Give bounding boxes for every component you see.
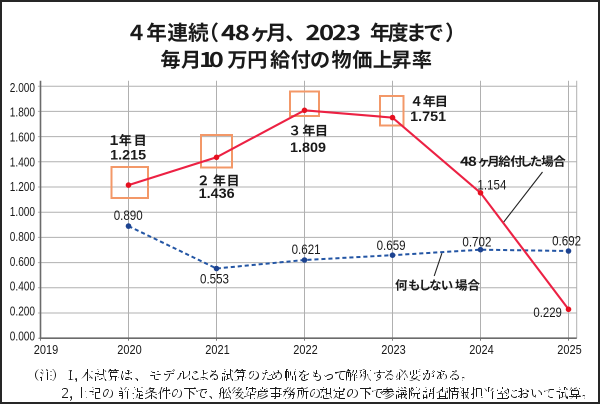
svg-text:2025: 2025 — [557, 342, 581, 357]
svg-text:2022: 2022 — [293, 342, 317, 357]
svg-text:0.553: 0.553 — [200, 271, 229, 286]
svg-text:1.751: 1.751 — [410, 109, 446, 125]
svg-text:1.400: 1.400 — [10, 154, 35, 169]
svg-text:2021: 2021 — [205, 342, 229, 357]
svg-text:2019: 2019 — [34, 342, 58, 357]
svg-text:2023: 2023 — [381, 342, 405, 357]
svg-text:0.229: 0.229 — [533, 305, 562, 320]
svg-text:0.702: 0.702 — [462, 234, 491, 249]
svg-text:1.154: 1.154 — [477, 178, 506, 193]
svg-text:1.215: 1.215 — [110, 148, 146, 164]
svg-text:0.200: 0.200 — [10, 304, 35, 319]
svg-text:0.000: 0.000 — [10, 328, 35, 343]
svg-text:0.692: 0.692 — [552, 234, 581, 249]
svg-text:1.000: 1.000 — [10, 204, 35, 219]
svg-text:0.890: 0.890 — [114, 208, 143, 223]
svg-text:1.600: 1.600 — [10, 130, 35, 145]
svg-text:2020: 2020 — [117, 342, 141, 357]
svg-text:0.800: 0.800 — [10, 229, 35, 244]
svg-text:1.200: 1.200 — [10, 179, 35, 194]
svg-text:1.436: 1.436 — [199, 186, 235, 202]
svg-text:0.621: 0.621 — [292, 242, 321, 257]
svg-text:0.400: 0.400 — [10, 279, 35, 294]
svg-text:1.800: 1.800 — [10, 105, 35, 120]
svg-text:0.600: 0.600 — [10, 254, 35, 269]
svg-text:2024: 2024 — [469, 342, 493, 357]
svg-text:1.809: 1.809 — [290, 140, 326, 156]
svg-text:0.659: 0.659 — [377, 238, 406, 253]
svg-text:2.000: 2.000 — [10, 80, 35, 95]
